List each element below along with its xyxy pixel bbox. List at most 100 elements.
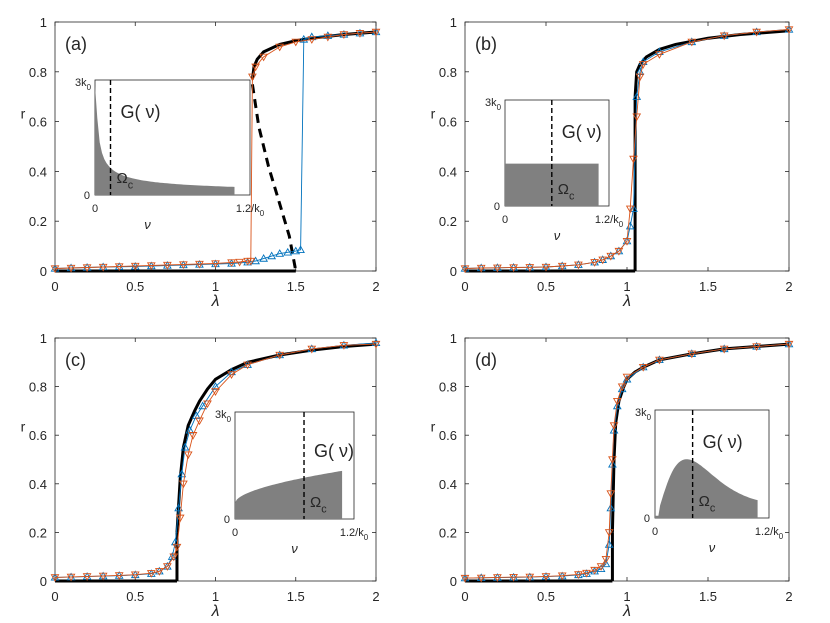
forward-marker — [323, 31, 333, 39]
y-tick-label: 0.4 — [439, 164, 457, 179]
backward-marker — [541, 573, 551, 581]
backward-marker — [243, 361, 252, 370]
backward-marker — [601, 555, 611, 564]
backward-marker — [307, 345, 317, 354]
x-tick-label: 1.5 — [287, 589, 305, 604]
backward-marker — [50, 265, 60, 274]
forward-marker — [177, 469, 187, 478]
y-tick-label: 0.2 — [29, 214, 47, 229]
backward-marker — [114, 263, 124, 272]
backward-marker — [460, 574, 470, 583]
backward-marker — [114, 572, 124, 580]
backward-marker — [606, 252, 616, 261]
backward-marker — [183, 451, 193, 460]
backward-marker — [339, 342, 349, 350]
inset-density-plot: 3k0 00 1.2/k0 ν G( ν) Ωc — [75, 77, 265, 232]
y-tick-label: 0.6 — [29, 115, 47, 130]
panel-label: (b) — [475, 34, 497, 54]
backward-marker — [655, 51, 664, 59]
backward-marker — [146, 570, 156, 578]
backward-marker — [493, 264, 502, 273]
forward-marker — [275, 249, 285, 257]
omega-c-label: Ωc — [558, 181, 575, 202]
backward-marker — [719, 345, 729, 354]
backward-marker — [609, 422, 619, 430]
x-tick-label: 0 — [51, 279, 58, 294]
y-tick-label: 1 — [40, 15, 47, 30]
backward-marker — [179, 261, 188, 270]
inset-title: G( ν) — [562, 122, 602, 142]
y-tick-label: 0.4 — [439, 477, 457, 492]
y-tick-label: 0 — [450, 574, 457, 589]
backward-marker — [784, 340, 794, 349]
y-tick-label: 0.4 — [29, 477, 47, 492]
backward-marker — [259, 53, 269, 62]
y-tick-label: 0.2 — [439, 525, 457, 540]
backward-marker — [227, 371, 236, 379]
inset-xmax-label: 1.2/k0 — [236, 203, 265, 218]
y-axis-label: r — [431, 106, 436, 122]
backward-marker — [784, 26, 794, 34]
inset-x-axis-label: ν — [554, 228, 561, 243]
x-tick-label: 0 — [51, 589, 58, 604]
y-tick-label: 0 — [450, 264, 457, 279]
backward-marker — [617, 383, 627, 392]
backward-marker — [574, 571, 583, 579]
forward-marker — [174, 503, 183, 512]
backward-marker — [687, 38, 697, 47]
forward-marker — [606, 503, 616, 512]
inset-xmin-label: 0 — [232, 527, 238, 539]
panel-label: (c) — [65, 350, 86, 370]
density-area — [95, 85, 235, 195]
backward-marker — [339, 31, 349, 39]
y-tick-label: 0.6 — [439, 428, 457, 443]
omega-c-label: Ωc — [310, 494, 327, 515]
x-tick-label: 1 — [623, 589, 630, 604]
backward-marker — [169, 553, 179, 562]
backward-marker — [582, 569, 591, 578]
inset-xmin-label: 0 — [502, 214, 508, 226]
y-tick-label: 0.8 — [439, 65, 457, 80]
forward-marker — [617, 384, 627, 393]
backward-marker — [590, 259, 599, 267]
y-tick-label: 0.8 — [29, 380, 47, 395]
backward-marker — [622, 373, 632, 382]
backward-marker — [476, 264, 486, 273]
panel-label: (d) — [475, 350, 497, 370]
inset-ymin-label: 0 — [224, 514, 230, 526]
backward-marker — [195, 417, 204, 426]
backward-marker — [82, 264, 92, 273]
backward-marker — [179, 480, 188, 489]
x-tick-label: 0.5 — [126, 279, 144, 294]
y-tick-label: 1 — [40, 331, 47, 346]
backward-marker — [307, 36, 317, 44]
y-tick-label: 0 — [40, 574, 47, 589]
backward-marker — [655, 356, 664, 365]
y-tick-label: 0.8 — [439, 380, 457, 395]
omega-c-label: Ωc — [117, 170, 134, 191]
backward-marker — [211, 388, 220, 396]
forward-marker — [596, 564, 606, 572]
x-tick-label: 0.5 — [537, 279, 555, 294]
backward-marker — [130, 262, 140, 271]
backward-marker — [188, 432, 198, 440]
backward-marker — [557, 572, 567, 581]
x-tick-label: 1 — [212, 589, 219, 604]
backward-marker — [130, 571, 140, 580]
backward-marker — [203, 400, 212, 409]
density-area — [655, 459, 758, 518]
backward-marker — [98, 263, 108, 272]
backward-marker — [638, 364, 648, 372]
backward-marker — [509, 264, 518, 273]
x-tick-label: 1 — [623, 279, 630, 294]
backward-series-line — [464, 343, 790, 579]
inset-ymax-label: 3k0 — [635, 407, 652, 422]
inset-density-plot: 3k0 00 1.2/k0 ν G( ν) Ωc — [635, 407, 784, 555]
y-tick-label: 1 — [450, 15, 457, 30]
inset-x-axis-label: ν — [709, 540, 716, 555]
backward-marker — [752, 343, 761, 352]
x-tick-label: 0 — [461, 279, 468, 294]
x-axis-label: λ — [622, 603, 631, 620]
backward-marker — [493, 574, 502, 582]
